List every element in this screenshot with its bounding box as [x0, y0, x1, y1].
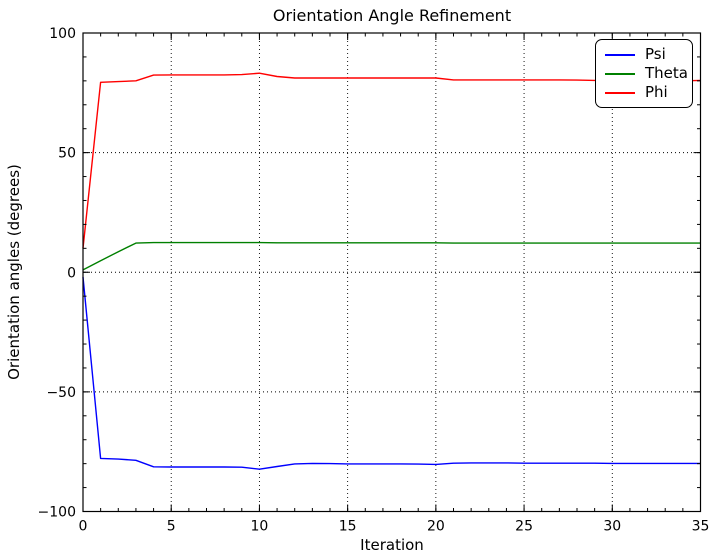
legend-label-psi: Psi [645, 45, 666, 63]
x-tick-label: 30 [603, 519, 621, 535]
x-tick-label: 5 [167, 519, 176, 535]
y-axis-label: Orientation angles (degrees) [5, 164, 23, 380]
legend-item-phi: Phi [605, 85, 683, 100]
x-tick-label: 20 [427, 519, 445, 535]
legend-item-psi: Psi [605, 47, 683, 62]
legend-label-theta: Theta [645, 64, 688, 82]
legend-label-phi: Phi [645, 83, 668, 101]
theta-line-swatch [605, 72, 635, 75]
y-tick-label: 50 [58, 146, 76, 162]
legend: Psi Theta Phi [595, 39, 693, 108]
x-tick-label: 15 [339, 519, 357, 535]
y-tick-label: 100 [49, 26, 76, 42]
x-tick-label: 0 [79, 519, 88, 535]
x-tick-label: 35 [692, 519, 710, 535]
y-tick-label: 0 [67, 265, 76, 281]
series-psi-line [82, 276, 701, 470]
psi-line-swatch [605, 53, 635, 56]
phi-line-swatch [605, 91, 635, 94]
y-tick-label: −50 [46, 385, 76, 401]
chart-title: Orientation Angle Refinement [272, 6, 512, 25]
x-tick-label: 10 [251, 519, 269, 535]
y-tick-label: −100 [38, 505, 76, 521]
x-tick-label: 25 [515, 519, 533, 535]
series-theta-line [82, 241, 701, 271]
legend-item-theta: Theta [605, 66, 688, 81]
x-axis-label: Iteration [360, 536, 424, 554]
